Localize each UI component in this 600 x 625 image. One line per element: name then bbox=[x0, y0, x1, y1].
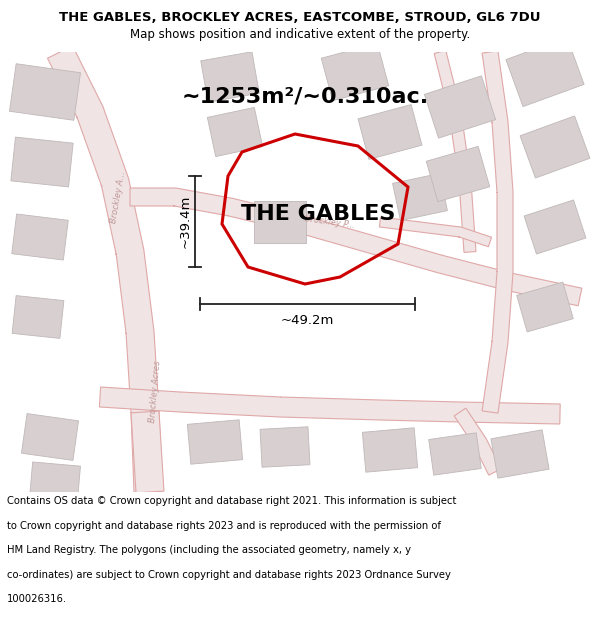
Text: THE GABLES, BROCKLEY ACRES, EASTCOMBE, STROUD, GL6 7DU: THE GABLES, BROCKLEY ACRES, EASTCOMBE, S… bbox=[59, 11, 541, 24]
Polygon shape bbox=[426, 146, 490, 202]
Polygon shape bbox=[362, 428, 418, 472]
Polygon shape bbox=[201, 52, 259, 102]
Text: THE GABLES: THE GABLES bbox=[241, 204, 395, 224]
Polygon shape bbox=[208, 107, 263, 156]
Text: to Crown copyright and database rights 2023 and is reproduced with the permissio: to Crown copyright and database rights 2… bbox=[7, 521, 441, 531]
Text: Contains OS data © Crown copyright and database right 2021. This information is : Contains OS data © Crown copyright and d… bbox=[7, 496, 457, 506]
Polygon shape bbox=[482, 51, 513, 413]
Text: ~1253m²/~0.310ac.: ~1253m²/~0.310ac. bbox=[181, 87, 428, 107]
Text: Brockley Acres: Brockley Acres bbox=[148, 361, 162, 424]
Polygon shape bbox=[100, 387, 560, 424]
Polygon shape bbox=[392, 173, 448, 221]
Text: Brockley P...: Brockley P... bbox=[304, 214, 356, 230]
Polygon shape bbox=[260, 427, 310, 468]
Polygon shape bbox=[47, 46, 162, 493]
Polygon shape bbox=[358, 104, 422, 159]
Polygon shape bbox=[22, 414, 79, 461]
Polygon shape bbox=[424, 76, 496, 138]
Text: Brockley A...: Brockley A... bbox=[109, 170, 127, 224]
Polygon shape bbox=[434, 51, 476, 252]
Polygon shape bbox=[520, 116, 590, 178]
Polygon shape bbox=[517, 282, 574, 332]
Text: ~39.4m: ~39.4m bbox=[179, 195, 192, 248]
Polygon shape bbox=[454, 408, 501, 475]
Polygon shape bbox=[321, 43, 389, 101]
Text: Map shows position and indicative extent of the property.: Map shows position and indicative extent… bbox=[130, 28, 470, 41]
Polygon shape bbox=[11, 137, 73, 187]
Text: HM Land Registry. The polygons (including the associated geometry, namely x, y: HM Land Registry. The polygons (includin… bbox=[7, 545, 411, 555]
Polygon shape bbox=[429, 433, 481, 475]
Text: ~49.2m: ~49.2m bbox=[281, 314, 334, 327]
Polygon shape bbox=[254, 201, 306, 243]
Polygon shape bbox=[379, 217, 491, 247]
Polygon shape bbox=[491, 430, 549, 478]
Polygon shape bbox=[506, 38, 584, 107]
Text: 100026316.: 100026316. bbox=[7, 594, 67, 604]
Polygon shape bbox=[130, 188, 582, 306]
Polygon shape bbox=[12, 296, 64, 338]
Polygon shape bbox=[12, 214, 68, 260]
Text: co-ordinates) are subject to Crown copyright and database rights 2023 Ordnance S: co-ordinates) are subject to Crown copyr… bbox=[7, 570, 451, 580]
Polygon shape bbox=[524, 200, 586, 254]
Polygon shape bbox=[29, 462, 80, 502]
Polygon shape bbox=[131, 411, 164, 493]
Polygon shape bbox=[10, 64, 80, 120]
Polygon shape bbox=[187, 420, 242, 464]
